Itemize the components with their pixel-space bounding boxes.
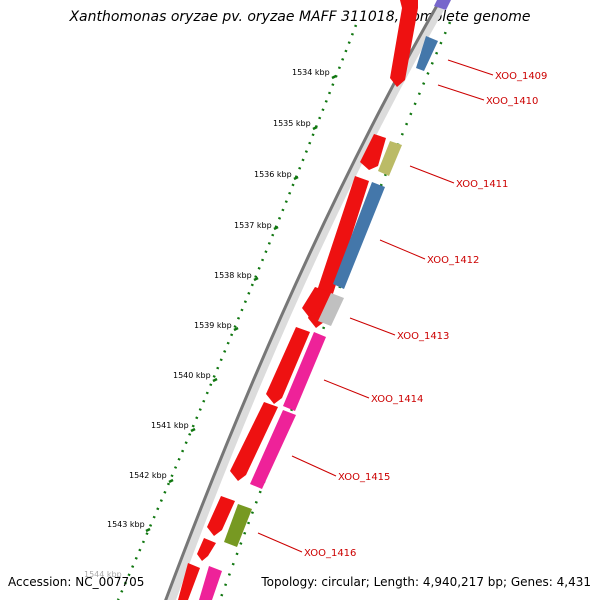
gene-cds-arrow[interactable] (390, 0, 418, 87)
cds-track (178, 0, 418, 600)
gene-box-pink[interactable] (283, 332, 326, 411)
gene-label-xoo-1416[interactable]: XOO_1416 (304, 548, 356, 559)
kbp-label: 1543 kbp (107, 520, 145, 529)
gene-leader-lines (257, 59, 494, 553)
gene-label-xoo-1413[interactable]: XOO_1413 (397, 331, 449, 342)
gene-cds-arrow[interactable] (230, 402, 278, 481)
gene-cds-arrow[interactable] (302, 287, 327, 317)
kbp-label: 1536 kbp (254, 170, 292, 179)
gene-cds-arrow[interactable] (197, 538, 216, 561)
kbp-label: 1538 kbp (214, 271, 252, 280)
kbp-label: 1540 kbp (173, 371, 211, 380)
kbp-tick (253, 276, 259, 282)
gene-label-xoo-1415[interactable]: XOO_1415 (338, 472, 390, 483)
kbp-tick (212, 377, 218, 383)
gene-box-gray[interactable] (318, 293, 344, 326)
kbp-label: 1544 kbp (84, 570, 122, 579)
gene-box-blue[interactable] (333, 182, 385, 289)
gene-box-pink[interactable] (250, 410, 296, 489)
gene-box-pink[interactable] (199, 566, 222, 600)
kbp-tick (273, 225, 279, 231)
gene-cds-arrow[interactable] (178, 563, 200, 600)
gene-box-blue[interactable] (416, 36, 438, 71)
gene-label-xoo-1410[interactable]: XOO_1410 (486, 96, 538, 107)
gene-box-purple[interactable] (434, 0, 451, 10)
kbp-label: 1537 kbp (234, 221, 272, 230)
kbp-tick (312, 125, 318, 131)
gene-cds-arrow[interactable] (360, 134, 386, 170)
gene-cds-arrow[interactable] (266, 327, 310, 404)
accession-text: Accession: NC_007705 (8, 575, 145, 589)
gene-cds-arrow[interactable] (207, 496, 235, 536)
scale-dotted-line (116, 24, 358, 600)
gene-label-xoo-1414[interactable]: XOO_1414 (371, 394, 423, 405)
kbp-tick (168, 478, 174, 484)
kbp-tick (331, 74, 337, 80)
gene-label-xoo-1412[interactable]: XOO_1412 (427, 255, 479, 266)
gene-box-khaki[interactable] (378, 141, 402, 176)
gene-label-xoo-1409[interactable]: XOO_1409 (495, 71, 547, 82)
kbp-tick (190, 427, 196, 433)
kbp-label: 1534 kbp (292, 68, 330, 77)
kbp-label: 1535 kbp (273, 119, 311, 128)
kbp-label: 1541 kbp (151, 421, 189, 430)
kbp-tick (233, 326, 239, 332)
gene-label-xoo-1411[interactable]: XOO_1411 (456, 179, 508, 190)
kbp-ticks (145, 74, 337, 533)
topology-text: Topology: circular; Length: 4,940,217 bp… (261, 575, 591, 589)
gene-box-olive[interactable] (224, 504, 252, 547)
kbp-tick (145, 527, 151, 533)
kbp-label: 1539 kbp (194, 321, 232, 330)
kbp-tick (293, 175, 299, 181)
gene-track (199, 0, 451, 600)
kbp-label: 1542 kbp (129, 471, 167, 480)
